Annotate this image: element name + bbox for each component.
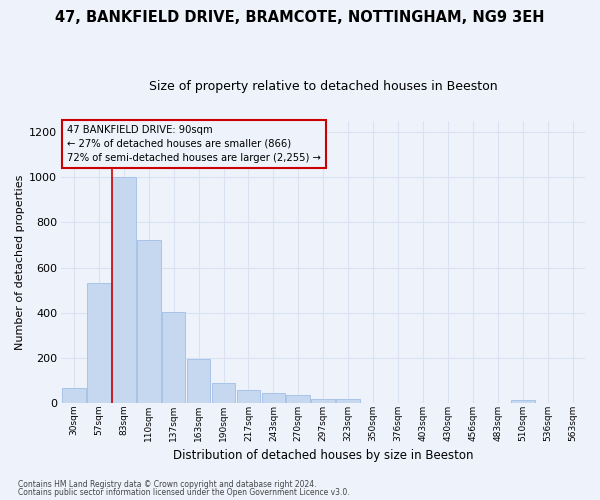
Bar — [236, 390, 260, 404]
Text: Contains public sector information licensed under the Open Government Licence v3: Contains public sector information licen… — [18, 488, 350, 497]
Text: Contains HM Land Registry data © Crown copyright and database right 2024.: Contains HM Land Registry data © Crown c… — [18, 480, 317, 489]
Bar — [212, 383, 235, 404]
Bar — [137, 240, 161, 404]
Bar — [337, 399, 360, 404]
Title: Size of property relative to detached houses in Beeston: Size of property relative to detached ho… — [149, 80, 497, 93]
Bar — [62, 388, 86, 404]
Bar — [187, 360, 211, 404]
Text: 47 BANKFIELD DRIVE: 90sqm
← 27% of detached houses are smaller (866)
72% of semi: 47 BANKFIELD DRIVE: 90sqm ← 27% of detac… — [67, 125, 320, 163]
Y-axis label: Number of detached properties: Number of detached properties — [15, 174, 25, 350]
Bar — [511, 400, 535, 404]
Bar — [112, 177, 136, 404]
Bar — [162, 312, 185, 404]
Bar — [87, 284, 110, 404]
X-axis label: Distribution of detached houses by size in Beeston: Distribution of detached houses by size … — [173, 450, 473, 462]
Bar — [262, 393, 285, 404]
Bar — [286, 396, 310, 404]
Text: 47, BANKFIELD DRIVE, BRAMCOTE, NOTTINGHAM, NG9 3EH: 47, BANKFIELD DRIVE, BRAMCOTE, NOTTINGHA… — [55, 10, 545, 25]
Bar — [311, 399, 335, 404]
